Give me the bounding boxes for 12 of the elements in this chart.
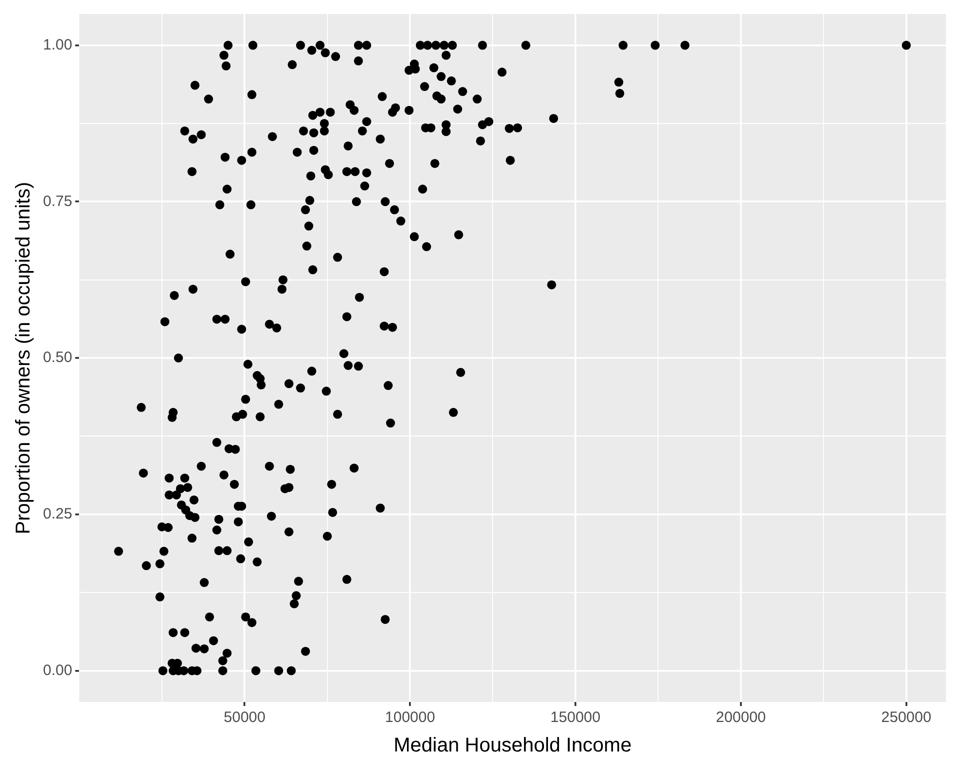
- y-axis-title: Proportion of owners (in occupied units): [12, 182, 35, 534]
- x-tick-label: 200000: [716, 709, 766, 726]
- y-tick-label: 0.75: [42, 192, 72, 210]
- y-tick-label: 0.00: [42, 662, 72, 679]
- x-axis-title: Median Household Income: [394, 734, 632, 757]
- x-tick-label: 250000: [881, 709, 932, 726]
- y-tick-label: 0.25: [42, 506, 72, 523]
- y-tick-label: 1.00: [42, 36, 72, 54]
- x-tick-label: 100000: [385, 709, 436, 726]
- x-tick-label: 50000: [224, 709, 266, 726]
- x-tick-label: 150000: [550, 709, 600, 726]
- y-tick-label: 0.50: [42, 349, 72, 366]
